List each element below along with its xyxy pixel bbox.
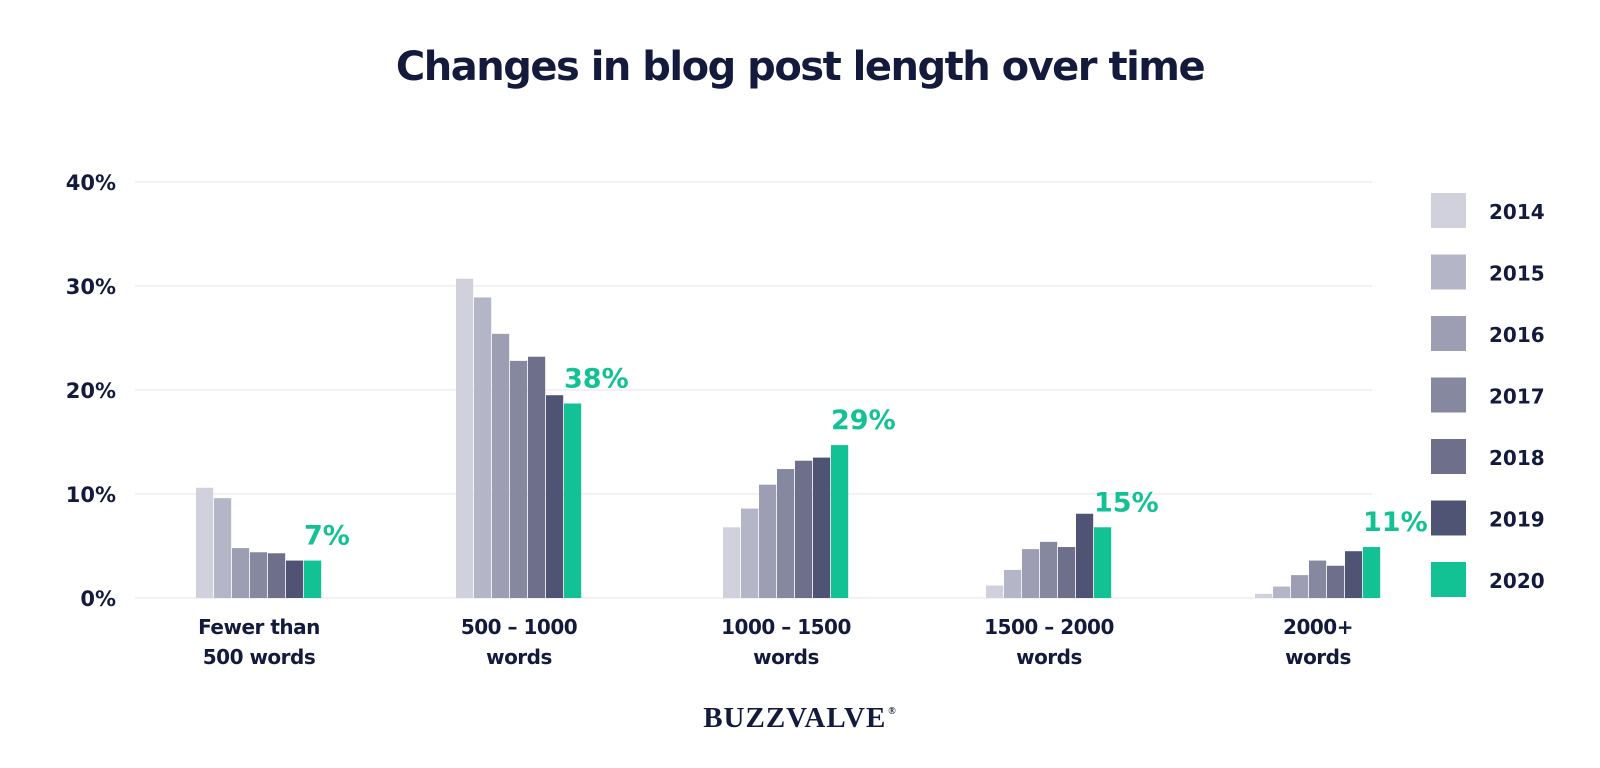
bar — [286, 560, 304, 598]
bar — [795, 460, 813, 598]
bar — [510, 360, 528, 598]
bar — [986, 585, 1004, 598]
legend-swatch — [1431, 316, 1466, 351]
bar — [1004, 569, 1022, 598]
bar — [1058, 547, 1076, 598]
legend-swatch — [1431, 500, 1466, 536]
bar — [456, 278, 474, 598]
brand-logo: BUZZVALVE ® — [0, 702, 1600, 735]
bar — [1273, 586, 1291, 598]
bar — [528, 356, 546, 598]
bar — [1076, 513, 1094, 598]
bar — [1309, 560, 1327, 598]
x-tick-label: 500 words — [203, 645, 316, 669]
chart-title: Changes in blog post length over time — [395, 44, 1206, 90]
x-tick-label: words — [486, 645, 552, 669]
data-label: 11% — [1363, 507, 1428, 538]
bar — [564, 403, 582, 598]
legend-swatch — [1431, 377, 1466, 413]
legend-label: 2015 — [1489, 262, 1545, 286]
x-tick-label: 2000+ — [1283, 615, 1353, 639]
bar — [741, 508, 759, 598]
bar — [474, 297, 492, 598]
legend-label: 2014 — [1489, 200, 1545, 224]
data-label: 38% — [564, 364, 629, 395]
bar — [723, 527, 741, 598]
data-label: 7% — [304, 521, 350, 552]
bar — [1094, 527, 1112, 598]
bar — [196, 487, 214, 598]
bar — [1363, 547, 1381, 598]
x-tick-label: words — [753, 645, 819, 669]
data-label: 29% — [831, 405, 896, 436]
y-tick-label: 20% — [66, 379, 116, 403]
legend-swatch — [1431, 562, 1466, 597]
bar — [777, 469, 795, 598]
bar — [250, 552, 268, 598]
bar — [1291, 575, 1309, 598]
bar — [214, 498, 232, 598]
bar — [492, 333, 510, 598]
legend-swatch — [1431, 439, 1466, 474]
y-tick-label: 30% — [66, 275, 116, 299]
legend-swatch — [1431, 254, 1466, 290]
bar — [831, 445, 849, 598]
data-label: 15% — [1094, 487, 1159, 518]
legend-swatch — [1431, 193, 1466, 228]
bar — [1327, 565, 1345, 598]
x-tick-label: words — [1285, 645, 1351, 669]
bar — [1022, 549, 1040, 598]
legend-label: 2016 — [1489, 323, 1545, 347]
legend-label: 2018 — [1489, 446, 1545, 470]
legend-label: 2020 — [1489, 569, 1545, 593]
brand-registered-mark: ® — [888, 706, 897, 717]
x-tick-label: 500 – 1000 — [461, 615, 577, 639]
x-tick-label: Fewer than — [198, 615, 320, 639]
bar — [813, 457, 831, 598]
y-tick-label: 40% — [66, 171, 116, 195]
bar — [268, 553, 286, 598]
y-tick-label: 10% — [66, 483, 116, 507]
y-tick-label: 0% — [80, 587, 116, 611]
legend-label: 2019 — [1489, 508, 1545, 532]
bar — [1345, 551, 1363, 598]
x-tick-label: 1500 – 2000 — [984, 615, 1114, 639]
brand-name: BUZZVALVE — [703, 702, 887, 734]
bar — [232, 548, 250, 598]
bar — [1255, 593, 1273, 598]
bar — [1040, 541, 1058, 598]
x-tick-label: words — [1016, 645, 1082, 669]
x-tick-label: 1000 – 1500 — [721, 615, 851, 639]
legend-label: 2017 — [1489, 385, 1545, 409]
bar — [759, 484, 777, 598]
bar — [546, 395, 564, 598]
bar — [304, 560, 322, 598]
